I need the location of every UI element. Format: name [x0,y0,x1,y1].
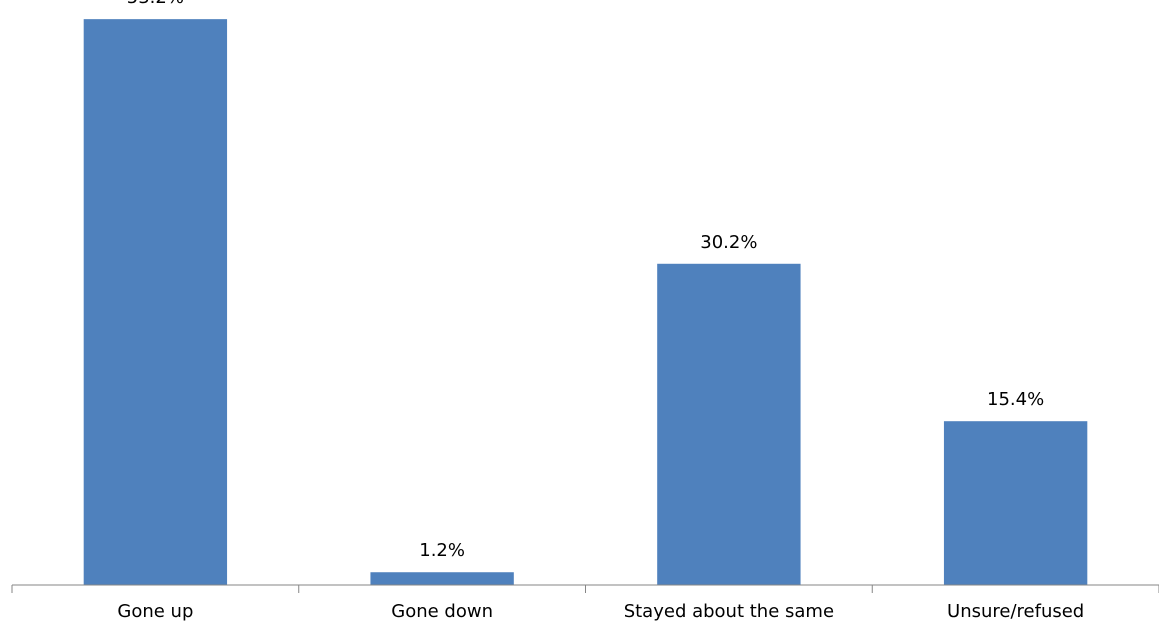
x-axis-tick-labels: Gone up Gone down Stayed about the same Uns… [117,601,1084,622]
category-label-unsure-refused: Unsure/refused [947,601,1084,622]
category-label-gone-down: Gone down [391,601,493,622]
category-label-gone-up: Gone up [117,601,193,622]
value-labels-group: 53.2% 1.2% 30.2% 15.4% [127,0,1044,561]
value-label-gone-up: 53.2% [127,0,184,8]
bars-group [83,19,1088,586]
x-axis-ticks [11,585,1159,593]
bar-unsure-refused [943,421,1088,585]
bar-gone-up [83,19,228,586]
value-label-stayed-about-the-same: 30.2% [700,232,757,253]
value-label-gone-down: 1.2% [419,540,465,561]
value-label-unsure-refused: 15.4% [987,389,1044,410]
category-label-stayed-about-the-same: Stayed about the same [624,601,834,622]
bar-stayed-about-the-same [657,263,801,585]
bar-gone-down [370,572,514,585]
